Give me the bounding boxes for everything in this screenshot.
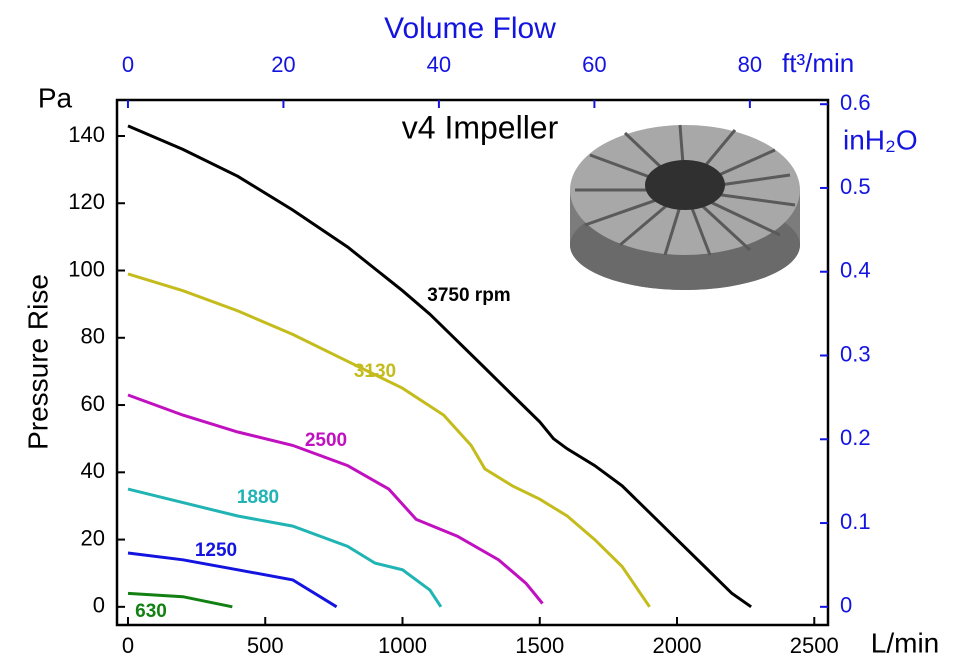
series-line (127, 487, 443, 608)
y-axis-label: Pressure Rise (22, 274, 53, 450)
impeller-illustration (570, 124, 800, 290)
series-label: 3130 (354, 361, 396, 382)
x2-tick-label: 60 (582, 52, 606, 77)
x2-tick-label: 20 (271, 52, 295, 77)
x-tick-label: 2500 (790, 633, 839, 658)
x2-title: Volume Flow (384, 12, 556, 45)
y2-tick-label: 0 (840, 593, 852, 618)
y-tick-label: 80 (81, 324, 105, 349)
chart-title: v4 Impeller (402, 109, 559, 145)
x-tick-label: 500 (247, 633, 284, 658)
y-tick-label: 100 (68, 256, 105, 281)
series-line (127, 551, 338, 609)
series-label: 2500 (305, 430, 347, 451)
x-tick-label: 1000 (378, 633, 427, 658)
x2-tick-label: 0 (122, 52, 134, 77)
y-tick-label: 0 (93, 593, 105, 618)
series-label: 1250 (195, 540, 237, 561)
y2-tick-label: 0.5 (840, 174, 871, 199)
series-label: 3750 rpm (427, 285, 510, 306)
y-tick-label: 140 (68, 122, 105, 147)
y2-tick-label: 0.6 (840, 90, 871, 115)
y-tick-label: 20 (81, 525, 105, 550)
series-label: 630 (135, 601, 167, 622)
y2-tick-label: 0.4 (840, 258, 871, 283)
y-axis-unit: Pa (38, 82, 73, 113)
x-tick-label: 2000 (653, 633, 702, 658)
y2-tick-label: 0.2 (840, 425, 871, 450)
y2-tick-label: 0.1 (840, 509, 871, 534)
plot-frame (115, 98, 830, 627)
x-axis-label: L/min (871, 627, 939, 658)
series-label: 1880 (237, 487, 279, 508)
y-tick-label: 120 (68, 189, 105, 214)
series-line (127, 272, 651, 608)
x2-tick-label: 40 (427, 52, 451, 77)
y2-axis-label: inH₂O (843, 124, 918, 155)
y2-tick-label: 0.3 (840, 341, 871, 366)
series-line (127, 591, 233, 609)
y-tick-label: 60 (81, 391, 105, 416)
x2-tick-label: 80 (738, 52, 762, 77)
series-line (127, 124, 752, 609)
series-line (127, 393, 544, 605)
x-tick-label: 0 (122, 633, 134, 658)
x-tick-label: 1500 (515, 633, 564, 658)
y-tick-label: 40 (81, 458, 105, 483)
x2-axis-label: ft³/min (782, 48, 854, 78)
